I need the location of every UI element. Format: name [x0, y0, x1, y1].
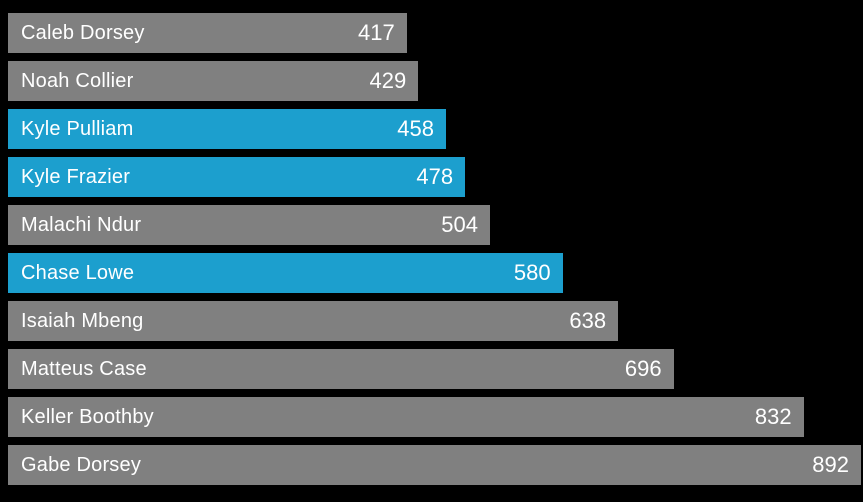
chart-area: Caleb Dorsey 417 Noah Collier 429 Kyle P… — [8, 13, 861, 493]
bar-value-label: 580 — [513, 260, 551, 285]
bar: Noah Collier 429 — [8, 61, 419, 101]
bar: Gabe Dorsey 892 — [8, 445, 861, 485]
bar: Caleb Dorsey 417 — [8, 13, 407, 53]
bar-category-label: Keller Boothby — [21, 405, 154, 428]
bar-value-label: 417 — [358, 20, 395, 45]
bar-category-label: Malachi Ndur — [21, 213, 142, 236]
bar-value-label: 696 — [624, 356, 662, 381]
bar-value-label: 832 — [754, 404, 792, 429]
bar-value-label: 504 — [441, 212, 478, 237]
bar-value-label: 478 — [416, 164, 454, 189]
bar-category-label: Gabe Dorsey — [21, 453, 142, 476]
bar-row: Kyle Pulliam 458 — [8, 109, 861, 157]
bar-chart: Caleb Dorsey 417 Noah Collier 429 Kyle P… — [8, 13, 861, 493]
bar: Kyle Frazier 478 — [8, 157, 466, 197]
bar-category-label: Isaiah Mbeng — [21, 309, 144, 332]
bar-row: Gabe Dorsey 892 — [8, 445, 861, 493]
bar-category-label: Matteus Case — [21, 357, 147, 380]
bar: Isaiah Mbeng 638 — [8, 301, 619, 341]
bar-category-label: Noah Collier — [21, 69, 134, 92]
bar: Chase Lowe 580 — [8, 253, 563, 293]
bar-value-label: 458 — [397, 116, 434, 141]
bar: Matteus Case 696 — [8, 349, 674, 389]
bar-row: Isaiah Mbeng 638 — [8, 301, 861, 349]
bar-row: Keller Boothby 832 — [8, 397, 861, 445]
bar: Kyle Pulliam 458 — [8, 109, 446, 149]
bar-row: Noah Collier 429 — [8, 61, 861, 109]
bar-category-label: Kyle Frazier — [21, 165, 131, 188]
bar-category-label: Chase Lowe — [21, 261, 135, 284]
bar-value-label: 429 — [369, 68, 407, 93]
bar-row: Malachi Ndur 504 — [8, 205, 861, 253]
bar-category-label: Caleb Dorsey — [21, 21, 145, 44]
bar-row: Caleb Dorsey 417 — [8, 13, 861, 61]
bar-row: Kyle Frazier 478 — [8, 157, 861, 205]
bar: Malachi Ndur 504 — [8, 205, 490, 245]
bar-category-label: Kyle Pulliam — [21, 117, 134, 140]
bar: Keller Boothby 832 — [8, 397, 804, 437]
bar-row: Matteus Case 696 — [8, 349, 861, 397]
bar-value-label: 638 — [569, 308, 607, 333]
bar-value-label: 892 — [812, 452, 849, 477]
bar-row: Chase Lowe 580 — [8, 253, 861, 301]
